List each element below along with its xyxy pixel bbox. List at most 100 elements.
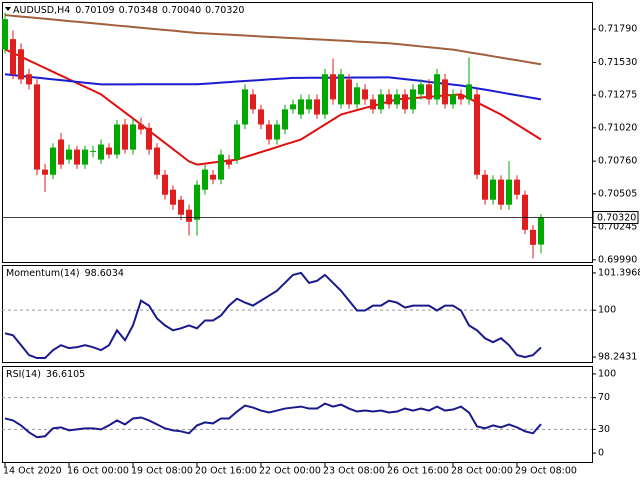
y-tick-label: 0.69990 <box>598 254 637 265</box>
candle-body <box>130 124 136 150</box>
candle-body <box>522 194 528 230</box>
indicator-value: 98.6034 <box>85 268 124 279</box>
candle-body <box>410 89 416 110</box>
candle-body <box>370 99 376 110</box>
candle-body <box>338 74 344 105</box>
candle-body <box>146 127 152 150</box>
candle-body <box>418 84 424 95</box>
candle-body <box>74 149 80 165</box>
x-tick-label: 14 Oct 2020 <box>3 466 62 477</box>
candle-body <box>194 184 200 220</box>
candle-body <box>42 169 48 175</box>
candle-body <box>282 109 288 130</box>
x-tick-label: 16 Oct 00:00 <box>67 466 129 477</box>
x-tick-label: 23 Oct 08:00 <box>323 466 385 477</box>
indicator-line <box>4 271 542 360</box>
candle-body <box>362 89 368 100</box>
y-tick-label: 0.70505 <box>598 188 637 199</box>
candle-body <box>90 150 96 152</box>
candle-body <box>514 179 520 195</box>
candle-body <box>178 199 184 215</box>
candle-body <box>482 174 488 200</box>
rsi-header: RSI(14) 36.6105 <box>6 369 85 380</box>
indicator-line <box>4 402 542 439</box>
candle-body <box>66 149 72 160</box>
candle-body <box>50 147 56 175</box>
x-tick-label: 22 Oct 00:00 <box>259 466 321 477</box>
price-header: AUDUSD,H4 0.70109 0.70348 0.70040 0.70320 <box>13 5 244 16</box>
candle-body <box>322 74 328 115</box>
y-tick-label: 101.3968 <box>598 267 640 278</box>
open-label: 0.70109 <box>75 5 114 16</box>
candle-body <box>26 74 32 85</box>
candle-body <box>466 84 472 100</box>
candle-body <box>426 84 432 100</box>
current-price-box <box>592 211 639 225</box>
symbol: AUDUSD,H4 <box>13 5 70 16</box>
candle-body <box>274 124 280 140</box>
candle-body <box>258 109 264 125</box>
candle-body <box>226 159 232 165</box>
candle-body <box>530 229 536 245</box>
y-tick-label: 98.2431 <box>598 352 637 363</box>
candle-body <box>378 94 384 110</box>
rsi-panel <box>2 366 593 463</box>
y-tick-label: 0 <box>598 448 604 459</box>
candle-body <box>442 79 448 105</box>
candle-body <box>458 94 464 100</box>
candle-body <box>346 79 352 105</box>
x-tick-label: 29 Oct 08:00 <box>515 466 577 477</box>
candle-body <box>202 169 208 190</box>
y-tick-label: 100 <box>598 368 616 379</box>
candle-body <box>34 84 40 170</box>
candle-body <box>402 94 408 110</box>
y-tick-label: 0.71020 <box>598 122 637 133</box>
candle-body <box>218 154 224 180</box>
candle-body <box>506 179 512 205</box>
close-label: 0.70320 <box>205 5 244 16</box>
candle-body <box>106 147 112 155</box>
y-tick-label: 0.70760 <box>598 156 637 167</box>
candle-body <box>330 74 336 100</box>
candle-body <box>498 179 504 205</box>
candle-body <box>490 179 496 200</box>
candle-body <box>450 94 456 105</box>
candle-body <box>354 87 360 105</box>
panel-arrow <box>5 7 11 11</box>
indicator-name: Momentum(14) <box>6 268 80 279</box>
y-tick-label: 70 <box>598 392 610 403</box>
candle-body <box>10 39 16 75</box>
candle-body <box>266 124 272 140</box>
x-tick-label: 19 Oct 08:00 <box>131 466 193 477</box>
y-tick-label: 100 <box>598 305 616 316</box>
candle-body <box>114 124 120 155</box>
candle-body <box>98 144 104 160</box>
indicator-value: 36.6105 <box>46 369 85 380</box>
candle-body <box>122 124 128 150</box>
candle-body <box>434 74 440 100</box>
candle-body <box>394 94 400 105</box>
x-tick-label: 20 Oct 16:00 <box>195 466 257 477</box>
y-tick-label: 0.70245 <box>598 222 637 233</box>
y-tick-label: 0.71275 <box>598 90 637 101</box>
indicator-name: RSI(14) <box>6 369 41 380</box>
candle-body <box>298 99 304 115</box>
candle-body <box>538 217 544 245</box>
candle-body <box>234 124 240 160</box>
low-label: 0.70040 <box>162 5 201 16</box>
price-panel <box>2 2 593 263</box>
candle-body <box>250 94 256 110</box>
candle-body <box>162 174 168 195</box>
momentum-header: Momentum(14) 98.6034 <box>6 268 124 279</box>
candle-body <box>154 147 160 175</box>
x-tick-label: 28 Oct 00:00 <box>451 466 513 477</box>
candle-body <box>2 19 8 50</box>
candle-body <box>82 149 88 165</box>
candle-body <box>242 89 248 125</box>
moving-average <box>4 14 542 66</box>
high-label: 0.70348 <box>119 5 158 16</box>
candle-body <box>186 209 192 222</box>
candle-body <box>18 49 24 80</box>
candle-body <box>138 124 144 130</box>
